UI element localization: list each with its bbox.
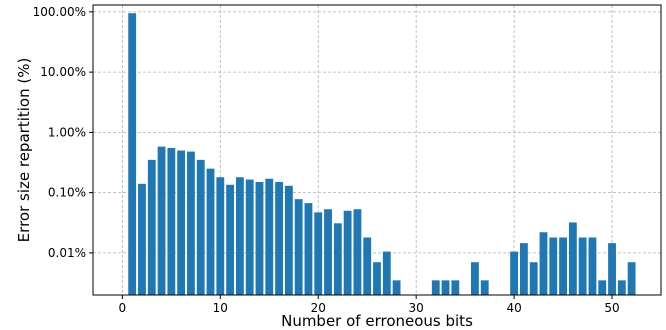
bar (519, 243, 528, 295)
bar (294, 199, 303, 295)
x-tick-label: 20 (311, 301, 326, 315)
bar (549, 237, 558, 295)
bar (431, 280, 440, 295)
bar (187, 151, 195, 295)
bar (529, 262, 538, 295)
bar (343, 210, 352, 295)
bar (471, 262, 479, 295)
bar (177, 150, 186, 295)
x-tick-label: 10 (213, 301, 228, 315)
x-tick-label: 40 (506, 301, 521, 315)
bar (598, 280, 607, 295)
x-tick-label: 30 (409, 301, 424, 315)
bar (627, 262, 636, 295)
bar (617, 280, 626, 295)
bar (539, 232, 548, 295)
bar (304, 203, 313, 295)
bar (441, 280, 450, 295)
bar (245, 179, 254, 295)
bar (157, 146, 166, 295)
bar (167, 148, 176, 295)
bar (568, 222, 577, 295)
bar (226, 184, 235, 295)
bar (363, 237, 372, 295)
bar (196, 159, 205, 295)
x-tick-label: 50 (604, 301, 619, 315)
bars (128, 13, 636, 296)
y-tick-label: 100.00% (33, 5, 86, 19)
y-tick-label: 0.10% (48, 186, 86, 200)
plot-frame (92, 4, 662, 296)
bar (608, 243, 616, 295)
x-axis-label: Number of erroneous bits (281, 312, 473, 330)
bar (314, 212, 323, 295)
bar (275, 182, 283, 295)
bar (216, 177, 225, 295)
bar (235, 177, 244, 295)
bar (382, 251, 391, 295)
axis-ticks: 0 10 20 30 40 50 0.01% 0.10% 1.00% 10.00% 100.00% (33, 5, 620, 315)
bar (451, 280, 460, 295)
bar (284, 185, 293, 295)
bar (128, 13, 137, 296)
bar (559, 237, 567, 295)
y-axis-label: Error size repartition (%) (15, 58, 33, 243)
bar (147, 159, 156, 295)
bar (265, 178, 274, 295)
bar (333, 223, 342, 295)
bar (255, 182, 264, 295)
y-tick-label: 10.00% (40, 65, 86, 79)
bar (373, 262, 381, 295)
y-tick-label: 1.00% (48, 125, 86, 139)
bar (588, 237, 597, 295)
bar (324, 209, 332, 295)
x-tick-label: 0 (119, 301, 127, 315)
bar (510, 251, 519, 295)
y-tick-label: 0.01% (48, 246, 86, 260)
bar (138, 183, 146, 295)
bar (578, 237, 587, 295)
bar (480, 280, 489, 295)
bar (392, 280, 401, 295)
bar (206, 168, 215, 295)
bar (353, 209, 362, 295)
